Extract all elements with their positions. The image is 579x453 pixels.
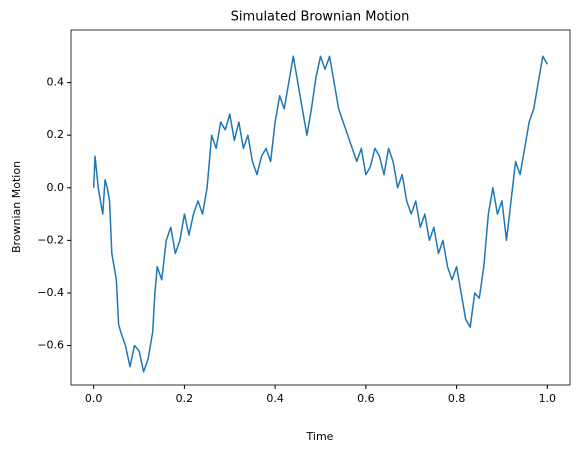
x-tick-label: 0.2 bbox=[176, 392, 194, 405]
x-tick-label: 0.4 bbox=[266, 392, 284, 405]
y-tick-label: 0.2 bbox=[47, 128, 65, 141]
x-tick-label: 0.6 bbox=[357, 392, 375, 405]
y-tick-label: 0.0 bbox=[47, 181, 65, 194]
y-axis-label: Brownian Motion bbox=[10, 161, 23, 253]
x-tick-label: 1.0 bbox=[539, 392, 557, 405]
x-axis-label: Time bbox=[306, 430, 334, 443]
y-tick-label: 0.4 bbox=[47, 76, 65, 89]
y-tick-label: −0.2 bbox=[37, 233, 64, 246]
x-tick-label: 0.0 bbox=[85, 392, 103, 405]
plot-frame bbox=[70, 29, 571, 386]
chart-title: Simulated Brownian Motion bbox=[231, 10, 410, 25]
x-tick-label: 0.8 bbox=[448, 392, 466, 405]
data-line bbox=[92, 55, 548, 373]
y-tick-label: −0.4 bbox=[37, 286, 64, 299]
y-tick-label: −0.6 bbox=[37, 339, 64, 352]
